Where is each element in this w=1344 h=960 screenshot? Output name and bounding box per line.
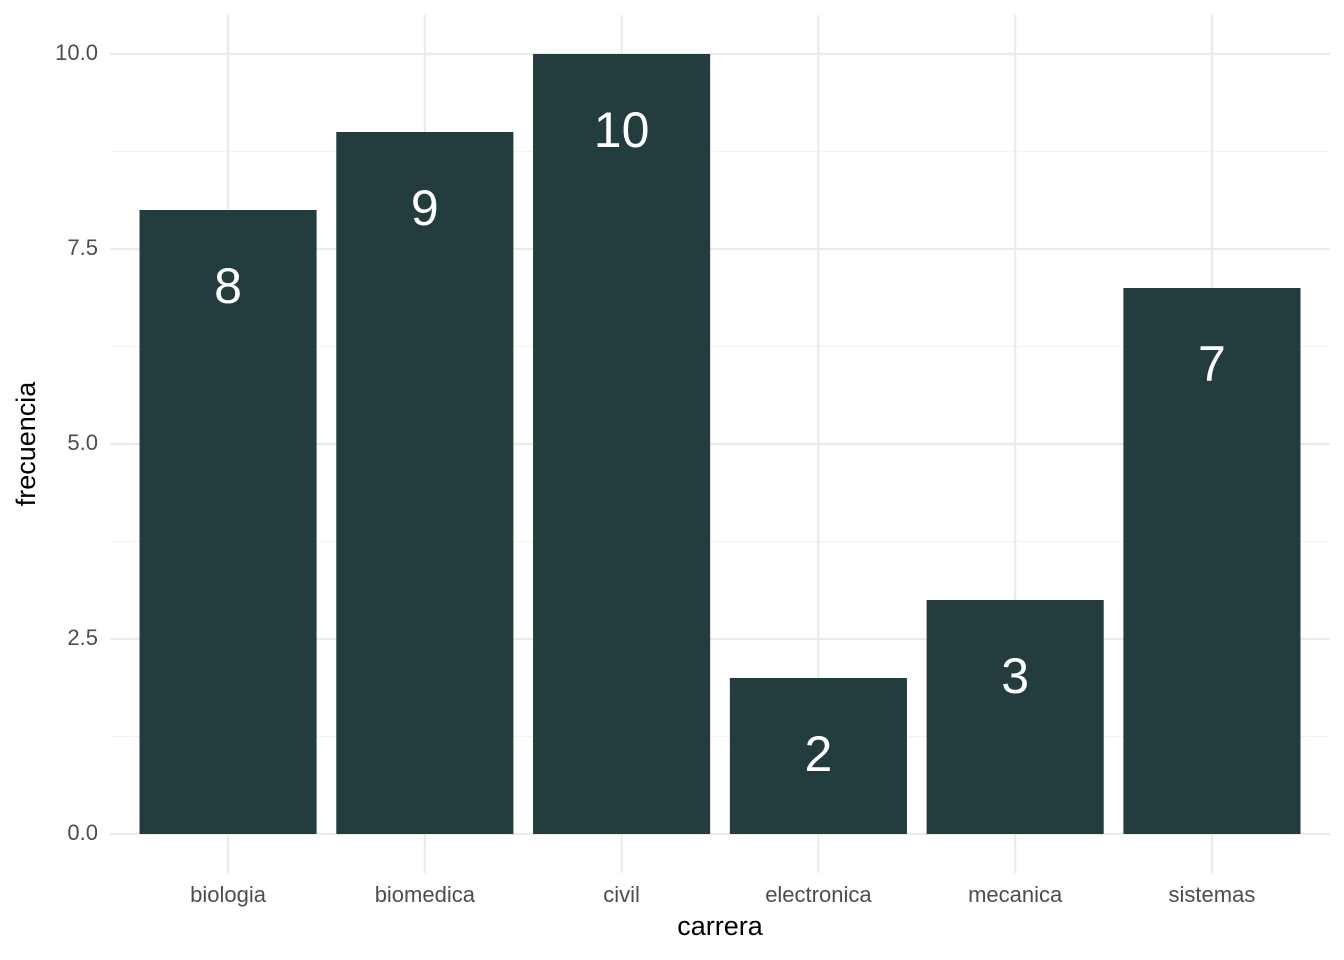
- y-tick-label: 5.0: [67, 430, 98, 455]
- x-axis-title: carrera: [677, 911, 764, 941]
- y-tick-label: 7.5: [67, 235, 98, 260]
- x-tick-label: electronica: [765, 882, 872, 907]
- y-axis-title: frecuencia: [11, 381, 41, 507]
- value-label: 2: [804, 726, 832, 782]
- value-label: 3: [1001, 648, 1029, 704]
- x-tick-label: sistemas: [1169, 882, 1256, 907]
- bar: [1123, 288, 1301, 834]
- x-tick-label: biomedica: [375, 882, 476, 907]
- bar: [926, 600, 1104, 834]
- value-label: 8: [214, 258, 242, 314]
- value-label: 9: [411, 180, 439, 236]
- x-tick-label: civil: [603, 882, 640, 907]
- x-tick-label: mecanica: [968, 882, 1063, 907]
- x-tick-label: biologia: [190, 882, 267, 907]
- bar: [533, 54, 711, 834]
- value-label: 7: [1198, 336, 1226, 392]
- value-label: 10: [594, 102, 650, 158]
- y-tick-label: 2.5: [67, 625, 98, 650]
- bar: [729, 678, 907, 834]
- bar: [336, 132, 514, 834]
- y-tick-label: 10.0: [55, 40, 98, 65]
- bar: [139, 210, 317, 834]
- y-tick-label: 0.0: [67, 820, 98, 845]
